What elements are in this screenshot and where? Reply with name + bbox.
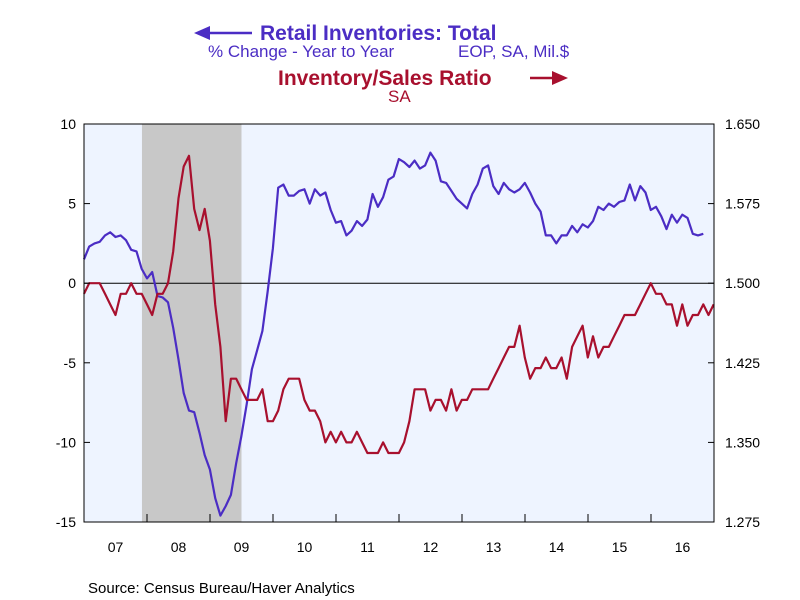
right-tick-label: 1.275: [725, 514, 760, 530]
left-tick-label: -15: [56, 514, 76, 530]
title-block-right: Inventory/Sales Ratio SA: [278, 67, 568, 106]
left-tick-label: 10: [60, 116, 76, 132]
arrow-left-icon: [194, 26, 210, 40]
x-tick-label: 11: [360, 539, 375, 555]
left-tick-label: -10: [56, 434, 76, 450]
title-right: Inventory/Sales Ratio: [278, 67, 492, 90]
right-tick-label: 1.650: [725, 116, 760, 132]
x-tick-label: 16: [675, 539, 691, 555]
left-tick-label: -5: [64, 355, 77, 371]
right-tick-label: 1.350: [725, 434, 760, 450]
right-tick-label: 1.425: [725, 355, 760, 371]
title-left: Retail Inventories: Total: [260, 22, 497, 45]
subtitle-left-a: % Change - Year to Year: [208, 42, 395, 61]
series-retail-inventories-line: [82, 151, 704, 517]
x-tick-label: 08: [171, 539, 187, 555]
subtitle-right: SA: [388, 87, 411, 106]
left-tick-label: 5: [68, 196, 76, 212]
right-tick-label: 1.575: [725, 196, 760, 212]
x-tick-label: 13: [486, 539, 502, 555]
x-tick-label: 15: [612, 539, 628, 555]
series-inventory-sales-ratio-line: [83, 154, 715, 455]
x-tick-label: 14: [549, 539, 565, 555]
x-tick-label: 10: [297, 539, 313, 555]
x-tick-label: 12: [423, 539, 439, 555]
subtitle-left-b: EOP, SA, Mil.$: [458, 42, 570, 61]
right-tick-label: 1.500: [725, 275, 760, 291]
title-block-left: Retail Inventories: Total % Change - Yea…: [194, 22, 570, 61]
x-tick-label: 09: [234, 539, 250, 555]
source-note: Source: Census Bureau/Haver Analytics: [88, 580, 355, 597]
arrow-right-icon: [552, 71, 568, 85]
x-tick-label: 07: [108, 539, 124, 555]
left-tick-label: 0: [68, 275, 76, 291]
